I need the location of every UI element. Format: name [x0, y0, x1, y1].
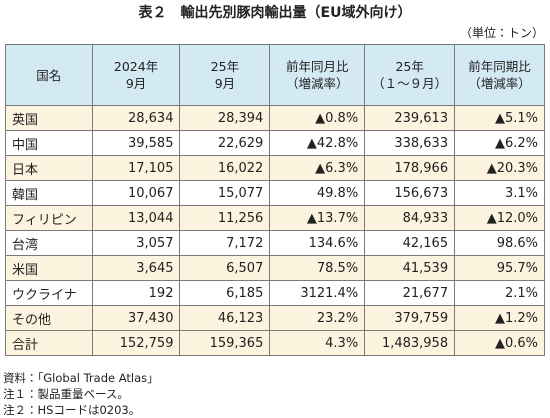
value-cell: 41,539: [364, 255, 456, 281]
table-row: 台湾 3,057 7,172 134.6% 42,165 98.6%: [5, 230, 545, 256]
header-line: （１～９月）: [372, 76, 448, 91]
table-row: 中国 39,585 22,629 ▲42.8% 338,633 ▲6.2%: [5, 130, 545, 156]
value-cell: 152,759: [91, 330, 181, 356]
value-cell: 42,165: [364, 230, 456, 256]
value-cell: 13,044: [91, 205, 181, 231]
country-cell: ウクライナ: [5, 280, 93, 306]
header-cell: 国名: [5, 44, 93, 106]
value-cell: 46,123: [179, 305, 271, 331]
country-cell: 英国: [5, 105, 93, 131]
value-cell: 7,172: [179, 230, 271, 256]
value-cell: ▲6.2%: [454, 130, 545, 156]
value-cell: 3,645: [91, 255, 181, 281]
value-cell: 6,185: [179, 280, 271, 306]
table-row: 英国 28,634 28,394 ▲0.8% 239,613 ▲5.1%: [5, 105, 545, 131]
value-cell: 22,629: [179, 130, 271, 156]
table-row: その他 37,430 46,123 23.2% 379,759 ▲1.2%: [5, 305, 545, 331]
value-cell: ▲0.8%: [269, 105, 366, 131]
table-row: 米国 3,645 6,507 78.5% 41,539 95.7%: [5, 255, 545, 281]
value-cell: 10,067: [91, 180, 181, 206]
value-cell: ▲13.7%: [269, 205, 366, 231]
header-line: 9月: [214, 76, 236, 91]
header-line: 2024年: [113, 59, 159, 74]
header-cell: 25年 （１～９月）: [364, 44, 456, 106]
value-cell: ▲20.3%: [454, 155, 545, 181]
value-cell: 156,673: [364, 180, 456, 206]
table-row: フィリピン 13,044 11,256 ▲13.7% 84,933 ▲12.0%: [5, 205, 545, 231]
value-cell: ▲42.8%: [269, 130, 366, 156]
value-cell: ▲0.6%: [454, 330, 545, 356]
value-cell: 159,365: [179, 330, 271, 356]
value-cell: 98.6%: [454, 230, 545, 256]
header-cell: 25年 9月: [179, 44, 271, 106]
header-line: 9月: [125, 76, 147, 91]
value-cell: 2.1%: [454, 280, 545, 306]
country-cell: その他: [5, 305, 93, 331]
value-cell: 23.2%: [269, 305, 366, 331]
header-row: 国名 2024年 9月 25年 9月 前年同月比 （増減率） 25年 （１～９月） 前年同期比 （増…: [5, 44, 545, 106]
value-cell: 192: [91, 280, 181, 306]
value-cell: 178,966: [364, 155, 456, 181]
value-cell: 379,759: [364, 305, 456, 331]
notes: 資料：「Global Trade Atlas」 注１：製品重量ベース。 注２：HSコ…: [3, 370, 159, 418]
value-cell: 11,256: [179, 205, 271, 231]
title: 表２ 輸出先別豚肉輸出量（EU域外向け）: [138, 5, 412, 21]
value-cell: 49.8%: [269, 180, 366, 206]
header-cell: 2024年 9月: [91, 44, 181, 106]
header-line: （増減率）: [468, 76, 531, 91]
table: 国名 2024年 9月 25年 9月 前年同月比 （増減率） 25年 （１～９月） 前年同期比 （増…: [5, 44, 545, 356]
value-cell: 16,022: [179, 155, 271, 181]
table-row: 韓国 10,067 15,077 49.8% 156,673 3.1%: [5, 180, 545, 206]
country-cell: 台湾: [5, 230, 93, 256]
value-cell: 338,633: [364, 130, 456, 156]
value-cell: 28,634: [91, 105, 181, 131]
value-cell: ▲5.1%: [454, 105, 545, 131]
value-cell: 6,507: [179, 255, 271, 281]
table-row: ウクライナ 192 6,185 3121.4% 21,677 2.1%: [5, 280, 545, 306]
table-row: 合計 152,759 159,365 4.3% 1,483,958 ▲0.6%: [5, 330, 545, 356]
value-cell: 95.7%: [454, 255, 545, 281]
value-cell: 4.3%: [269, 330, 366, 356]
value-cell: 78.5%: [269, 255, 366, 281]
header-cell: 前年同期比 （増減率）: [454, 44, 545, 106]
header-line: 前年同月比: [286, 59, 349, 74]
table-row: 日本 17,105 16,022 ▲6.3% 178,966 ▲20.3%: [5, 155, 545, 181]
country-cell: 韓国: [5, 180, 93, 206]
country-cell: 中国: [5, 130, 93, 156]
value-cell: 39,585: [91, 130, 181, 156]
value-cell: ▲1.2%: [454, 305, 545, 331]
country-cell: 合計: [5, 330, 93, 356]
value-cell: 239,613: [364, 105, 456, 131]
value-cell: 84,933: [364, 205, 456, 231]
value-cell: 3,057: [91, 230, 181, 256]
value-cell: ▲12.0%: [454, 205, 545, 231]
value-cell: 15,077: [179, 180, 271, 206]
header-line: 前年同期比: [468, 59, 531, 74]
unit: （単位：トン）: [459, 26, 544, 40]
header-line: 国名: [36, 67, 62, 83]
country-cell: フィリピン: [5, 205, 93, 231]
value-cell: 134.6%: [269, 230, 366, 256]
value-cell: 3.1%: [454, 180, 545, 206]
note: 注１：製品重量ベース。: [3, 387, 129, 401]
value-cell: 28,394: [179, 105, 271, 131]
value-cell: 1,483,958: [364, 330, 456, 356]
header-line: （増減率）: [286, 76, 349, 91]
header-cell: 前年同月比 （増減率）: [269, 44, 366, 106]
header-line: 25年: [395, 59, 424, 74]
value-cell: 21,677: [364, 280, 456, 306]
value-cell: 37,430: [91, 305, 181, 331]
country-cell: 米国: [5, 255, 93, 281]
header-line: 25年: [210, 59, 240, 74]
value-cell: ▲6.3%: [269, 155, 366, 181]
note: 資料：「Global Trade Atlas」: [3, 371, 159, 385]
note: 注２：HSコードは0203。: [3, 403, 141, 417]
value-cell: 17,105: [91, 155, 181, 181]
country-cell: 日本: [5, 155, 93, 181]
value-cell: 3121.4%: [269, 280, 366, 306]
